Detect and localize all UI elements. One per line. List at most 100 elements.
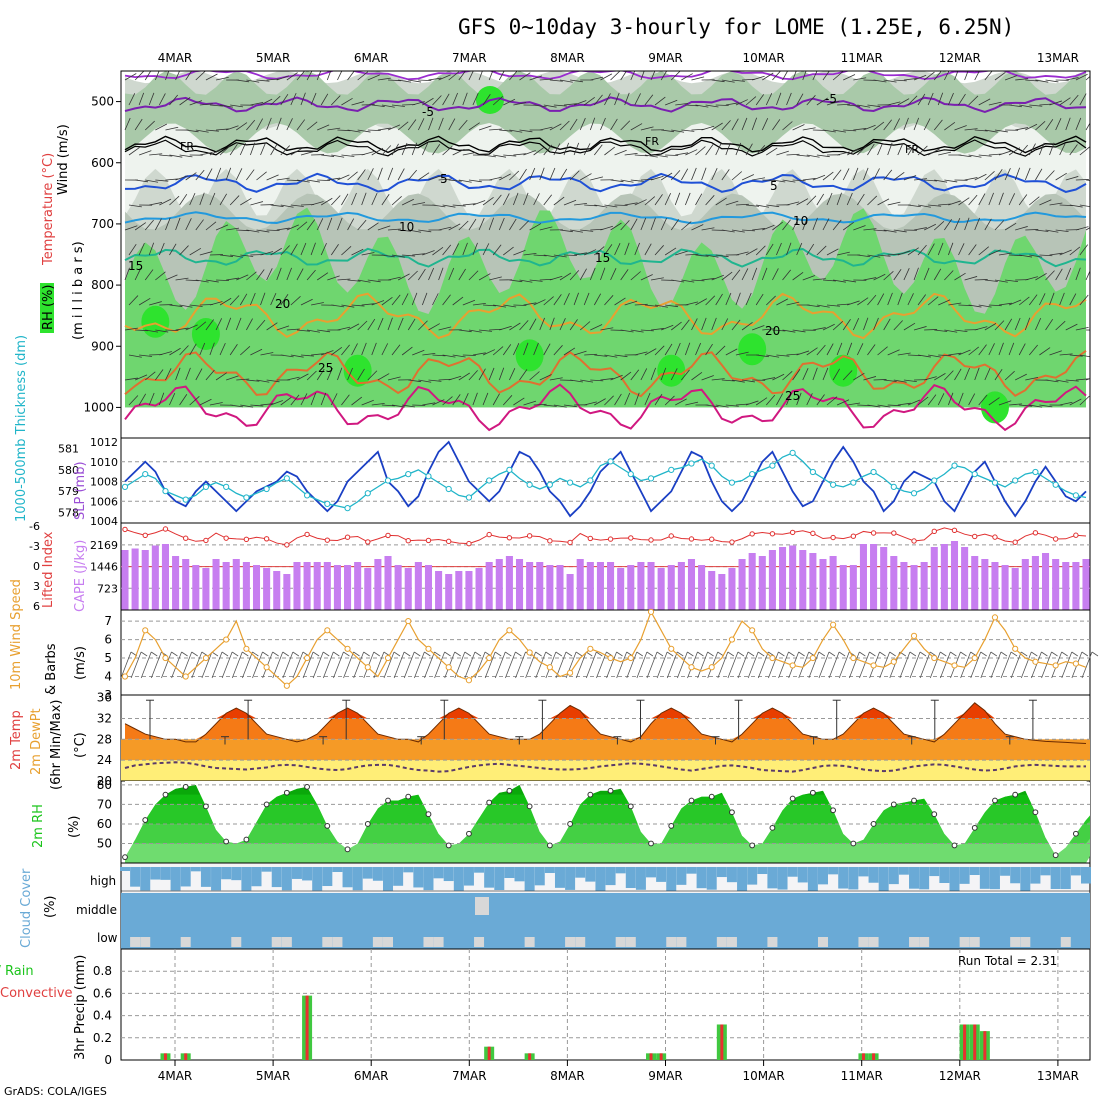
wind-barb <box>327 177 341 181</box>
wind-barb <box>600 378 614 381</box>
wind-barb <box>1008 342 1015 356</box>
wind-barb <box>124 327 138 331</box>
wind-barb <box>691 371 703 381</box>
wind-barb <box>574 202 588 206</box>
wind-barb <box>327 127 341 131</box>
contour-label: 10 <box>793 214 808 228</box>
rh-point <box>971 824 978 831</box>
wind-barb <box>913 326 927 331</box>
wind-speed-point <box>425 645 432 652</box>
wind-barb <box>816 344 826 356</box>
li-point <box>223 535 229 541</box>
wind-barb <box>863 167 869 181</box>
cloud-high-bar <box>251 867 262 887</box>
cloud-high-bar <box>140 867 151 891</box>
wind-barb <box>897 250 911 256</box>
wind-barb <box>624 300 638 306</box>
wind-barb <box>681 129 695 132</box>
wind-barb-10m <box>282 651 294 679</box>
slp-tick-label: 1004 <box>90 515 118 528</box>
wind-barb <box>175 367 181 381</box>
wind-barb <box>553 294 562 306</box>
wind-barb <box>199 152 213 156</box>
wind-barb <box>937 393 945 406</box>
wind-barb <box>691 318 698 331</box>
wind-barb <box>974 173 987 181</box>
wind-speed-axis-label: 10m Wind Speed <box>9 579 24 690</box>
wind-barb <box>306 121 318 131</box>
cape-bar <box>445 574 453 610</box>
rh-moist-patch <box>515 339 544 372</box>
cloud-low-gap <box>666 937 677 947</box>
wind-barb <box>752 177 766 181</box>
cloud-high-bar <box>676 867 687 885</box>
wind-barb <box>701 167 707 181</box>
wind-barb <box>802 217 808 231</box>
wind-barb <box>711 168 718 181</box>
wind-barb <box>614 243 621 256</box>
wind-barb <box>1028 294 1038 306</box>
wind-barb <box>604 93 611 106</box>
wind-barb <box>165 274 178 281</box>
wind-barb <box>513 102 527 106</box>
wind-barb <box>341 394 350 406</box>
wind-barb <box>533 299 546 306</box>
wind-barb <box>240 197 252 206</box>
wind-barb-10m <box>403 651 411 657</box>
wind-barb-10m <box>191 651 198 657</box>
dewpoint-axis-label: 2m DewPt <box>29 708 44 775</box>
wind-barb <box>199 398 212 406</box>
wind-barb <box>711 317 717 331</box>
cape-bar <box>657 568 665 610</box>
wind-barb <box>843 129 857 132</box>
wind-barb <box>236 122 248 131</box>
li-point <box>810 530 816 537</box>
wind-barb <box>124 267 130 281</box>
wind-barb <box>988 192 994 206</box>
wind-barb <box>483 304 497 307</box>
wind-barb <box>782 329 796 333</box>
wind-barb <box>786 392 792 406</box>
wind-barb <box>256 171 267 181</box>
wind-barb <box>371 342 377 356</box>
cape-bar <box>698 565 706 610</box>
wind-barb <box>397 273 410 281</box>
wind-barb <box>984 218 992 231</box>
wind-barb <box>573 292 579 306</box>
cloud-low-gap <box>817 937 828 947</box>
wind-barb <box>836 399 850 406</box>
rh-point <box>607 787 614 794</box>
li-tick-label: 6 <box>33 600 40 613</box>
wind-barb <box>731 79 745 82</box>
wind-barb <box>640 71 645 81</box>
cape-bar <box>890 556 898 610</box>
wind-barb <box>685 301 699 306</box>
cape-bar <box>991 562 999 610</box>
cloud-low-gap <box>383 937 394 947</box>
thickness-point <box>566 479 574 486</box>
wind-barb <box>422 97 434 106</box>
wind-barb <box>472 352 486 356</box>
wind-barb-10m <box>494 651 506 679</box>
wind-barb <box>937 92 944 106</box>
wind-barb <box>674 192 681 206</box>
wind-barb <box>371 147 384 156</box>
temp-tick-label: 28 <box>97 732 112 746</box>
wind-barb <box>927 296 939 306</box>
wind-barb <box>1055 117 1062 131</box>
thickness-point <box>587 477 594 484</box>
precip-convective-bar <box>649 1053 653 1060</box>
wind-barb <box>169 243 177 256</box>
wind-barb <box>867 404 881 408</box>
wind-barb <box>600 327 614 331</box>
wind-barb <box>1019 104 1033 108</box>
wind-barb <box>159 154 173 157</box>
wind-barb <box>664 343 673 356</box>
wind-barb <box>938 354 952 357</box>
wind-barb <box>1069 204 1083 208</box>
wind-barb <box>408 229 422 233</box>
wind-barb-10m <box>1010 651 1022 679</box>
wind-barb <box>634 351 648 356</box>
